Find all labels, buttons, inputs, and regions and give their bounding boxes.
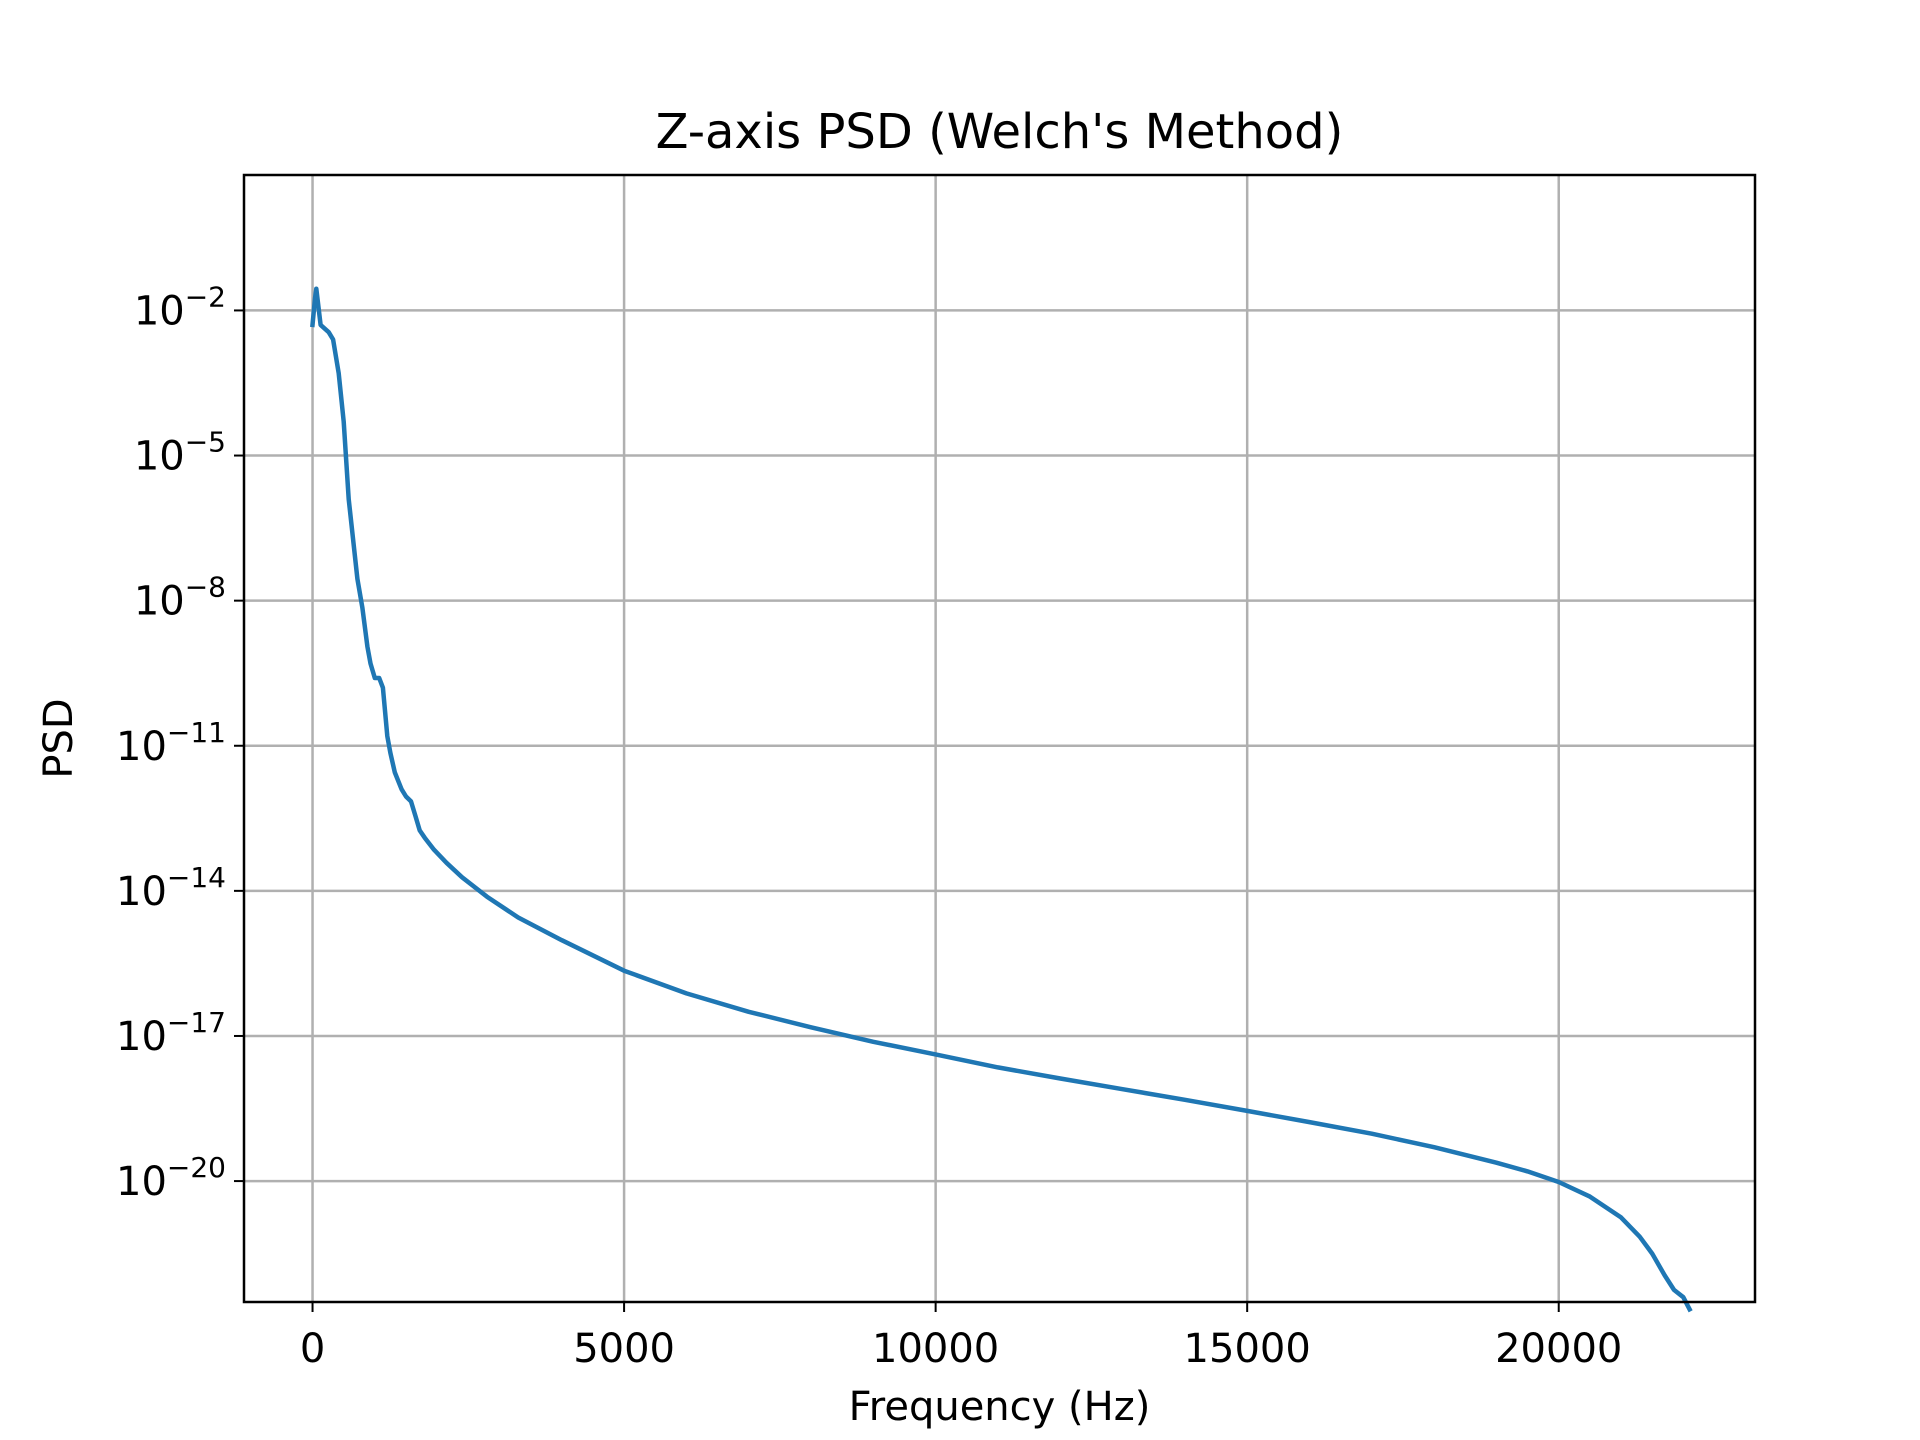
series-layer (310, 286, 1693, 1313)
grid (244, 175, 1755, 1302)
x-tick-label: 20000 (1495, 1326, 1622, 1372)
y-tick-label: 10−17 (116, 1006, 226, 1060)
x-axis-label: Frequency (Hz) (849, 1384, 1151, 1430)
y-tick-label: 10−8 (134, 571, 226, 625)
y-axis-label: PSD (36, 698, 82, 778)
y-tick-label: 10−11 (116, 716, 226, 770)
plot-frame (242, 173, 1757, 1304)
y-tick-label: 10−14 (116, 861, 226, 915)
chart-title: Z-axis PSD (Welch's Method) (656, 104, 1344, 160)
axis-ticks: 0 5000 10000 15000 20000 10−2 10−5 10−8 10−11 10−… (116, 280, 1622, 1372)
y-tick-label: 10−20 (116, 1151, 226, 1205)
x-tick-label: 0 (300, 1326, 325, 1372)
y-tick-label: 10−2 (134, 280, 226, 334)
series-line (310, 286, 1693, 1313)
x-tick-label: 5000 (573, 1326, 675, 1372)
y-tick-label: 10−5 (134, 426, 226, 480)
x-tick-label: 15000 (1184, 1326, 1311, 1372)
x-tick-label: 10000 (872, 1326, 999, 1372)
